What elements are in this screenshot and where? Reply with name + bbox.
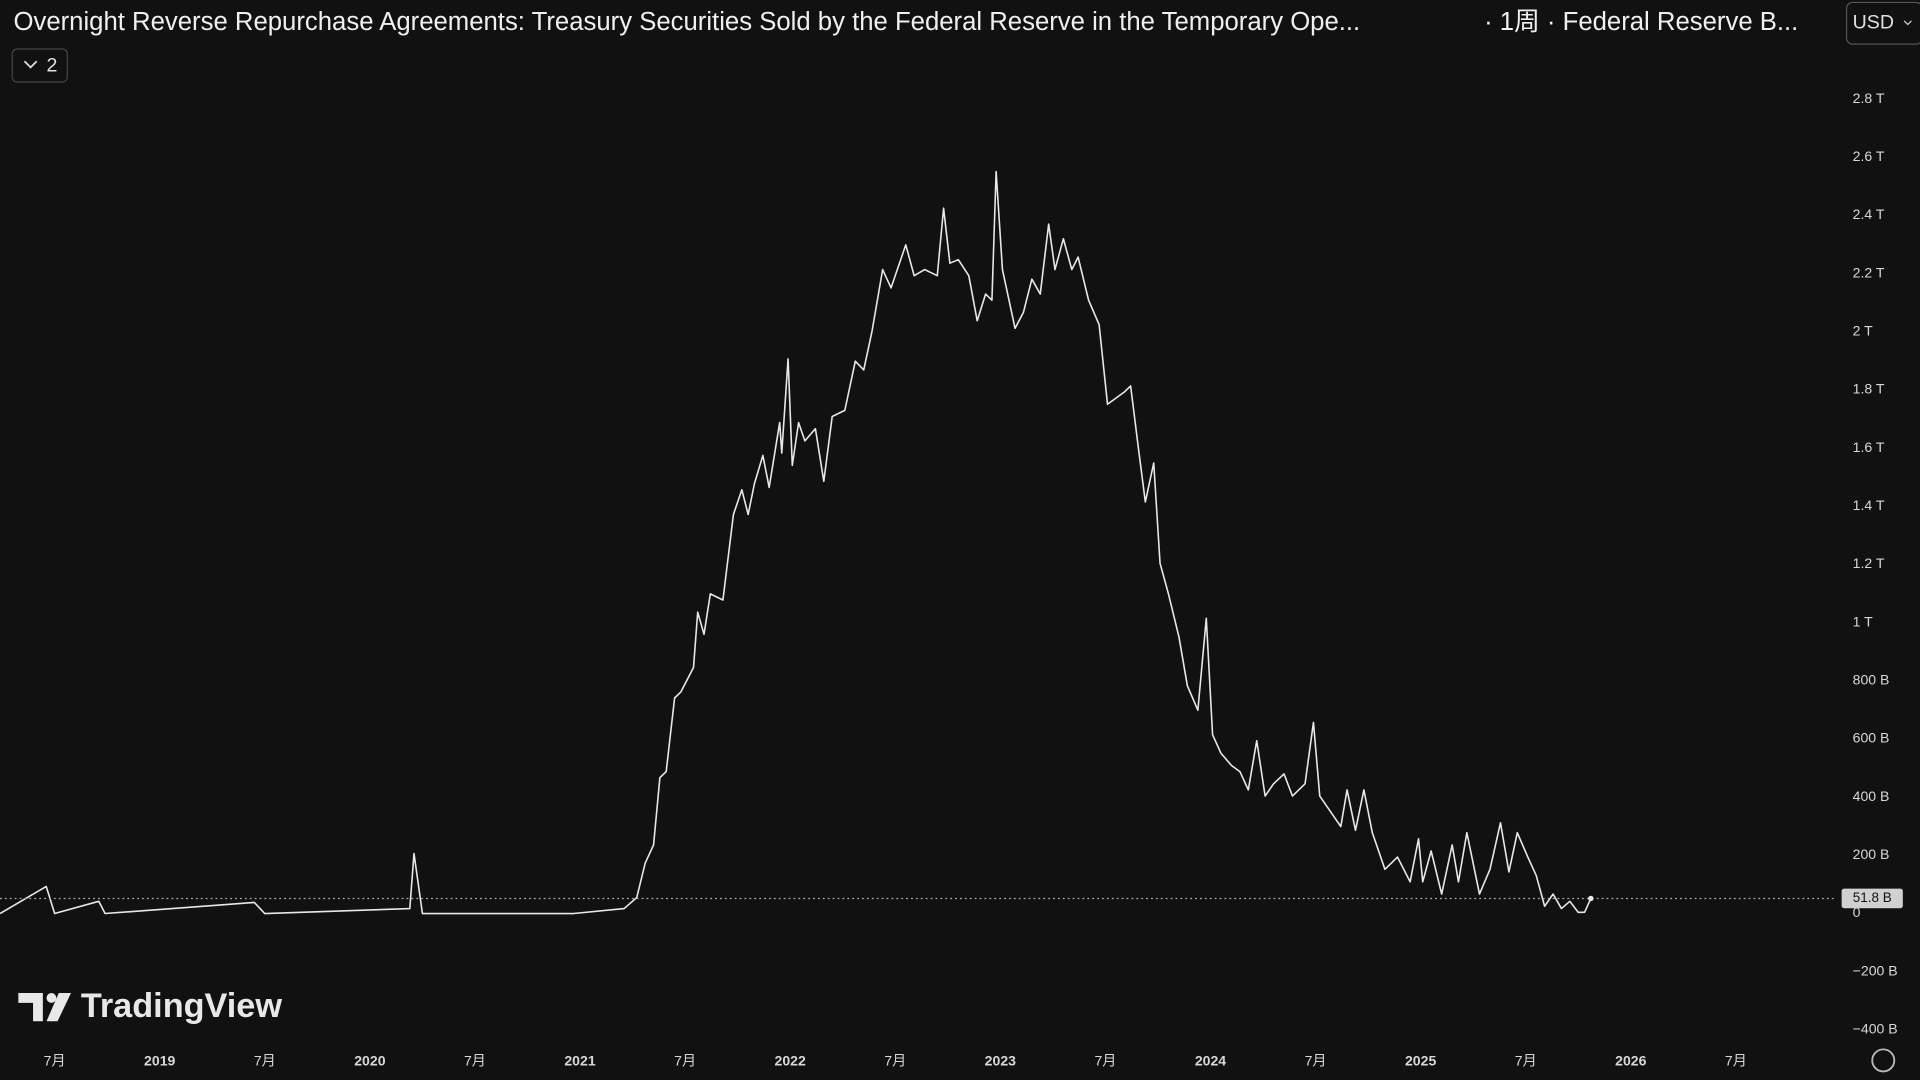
x-tick-label: 7月: [1094, 1052, 1116, 1068]
x-tick-label: 7月: [1305, 1052, 1327, 1068]
y-tick-label: 200 B: [1853, 846, 1890, 862]
currency-chevron: [1903, 20, 1912, 26]
x-tick-label: 2026: [1615, 1052, 1646, 1068]
currency-button[interactable]: [1845, 1, 1920, 45]
last-value-box: [1841, 888, 1903, 909]
x-tick-label: 2019: [144, 1052, 175, 1068]
last-value-label: 51.8 B: [1853, 890, 1892, 905]
collapse-count[interactable]: 2: [47, 54, 58, 76]
collapse-button[interactable]: [11, 48, 68, 83]
y-tick-label: 2.6 T: [1853, 148, 1885, 164]
y-tick-label: 1.8 T: [1853, 381, 1885, 397]
y-tick-label: 2 T: [1853, 323, 1873, 339]
chart-subtitle: · 1周 · Federal Reserve B...: [1484, 8, 1798, 36]
brand-name: TradingView: [81, 987, 283, 1025]
last-value-dot: [1588, 895, 1594, 902]
x-tick-label: 7月: [674, 1052, 696, 1068]
y-tick-label: 2.8 T: [1853, 90, 1885, 106]
y-tick-label: 600 B: [1853, 730, 1890, 746]
x-tick-label: 7月: [464, 1052, 486, 1068]
y-tick-label: 1.4 T: [1853, 497, 1885, 513]
x-tick-label: 2025: [1405, 1052, 1436, 1068]
y-tick-label: 800 B: [1853, 672, 1890, 688]
y-tick-label: 2.4 T: [1853, 206, 1885, 222]
x-tick-label: 2023: [985, 1052, 1016, 1068]
x-tick-label: 2021: [564, 1052, 595, 1068]
x-tick-label: 7月: [254, 1052, 276, 1068]
y-tick-label: 400 B: [1853, 788, 1890, 804]
x-tick-label: 2020: [354, 1052, 385, 1068]
y-tick-label: 2.2 T: [1853, 264, 1885, 280]
chart-title: Overnight Reverse Repurchase Agreements:…: [13, 8, 1360, 36]
x-tick-label: 7月: [44, 1052, 66, 1068]
x-tick-label: 2022: [775, 1052, 806, 1068]
y-tick-label: 1 T: [1853, 613, 1873, 629]
settings-icon[interactable]: [1871, 1048, 1896, 1073]
brand-logo: [18, 993, 72, 1022]
y-tick-label: −400 B: [1853, 1021, 1898, 1037]
x-tick-label: 2024: [1195, 1052, 1226, 1068]
y-tick-label: 1.2 T: [1853, 555, 1885, 571]
x-tick-label: 7月: [1515, 1052, 1537, 1068]
y-tick-label: 1.6 T: [1853, 439, 1885, 455]
y-tick-label: −200 B: [1853, 962, 1898, 978]
y-tick-label: 0: [1853, 904, 1861, 920]
currency-label[interactable]: USD: [1853, 11, 1894, 33]
x-tick-label: 7月: [1725, 1052, 1747, 1068]
x-tick-label: 7月: [884, 1052, 906, 1068]
data-line: [0, 170, 1592, 915]
collapse-chevron: [23, 60, 38, 69]
